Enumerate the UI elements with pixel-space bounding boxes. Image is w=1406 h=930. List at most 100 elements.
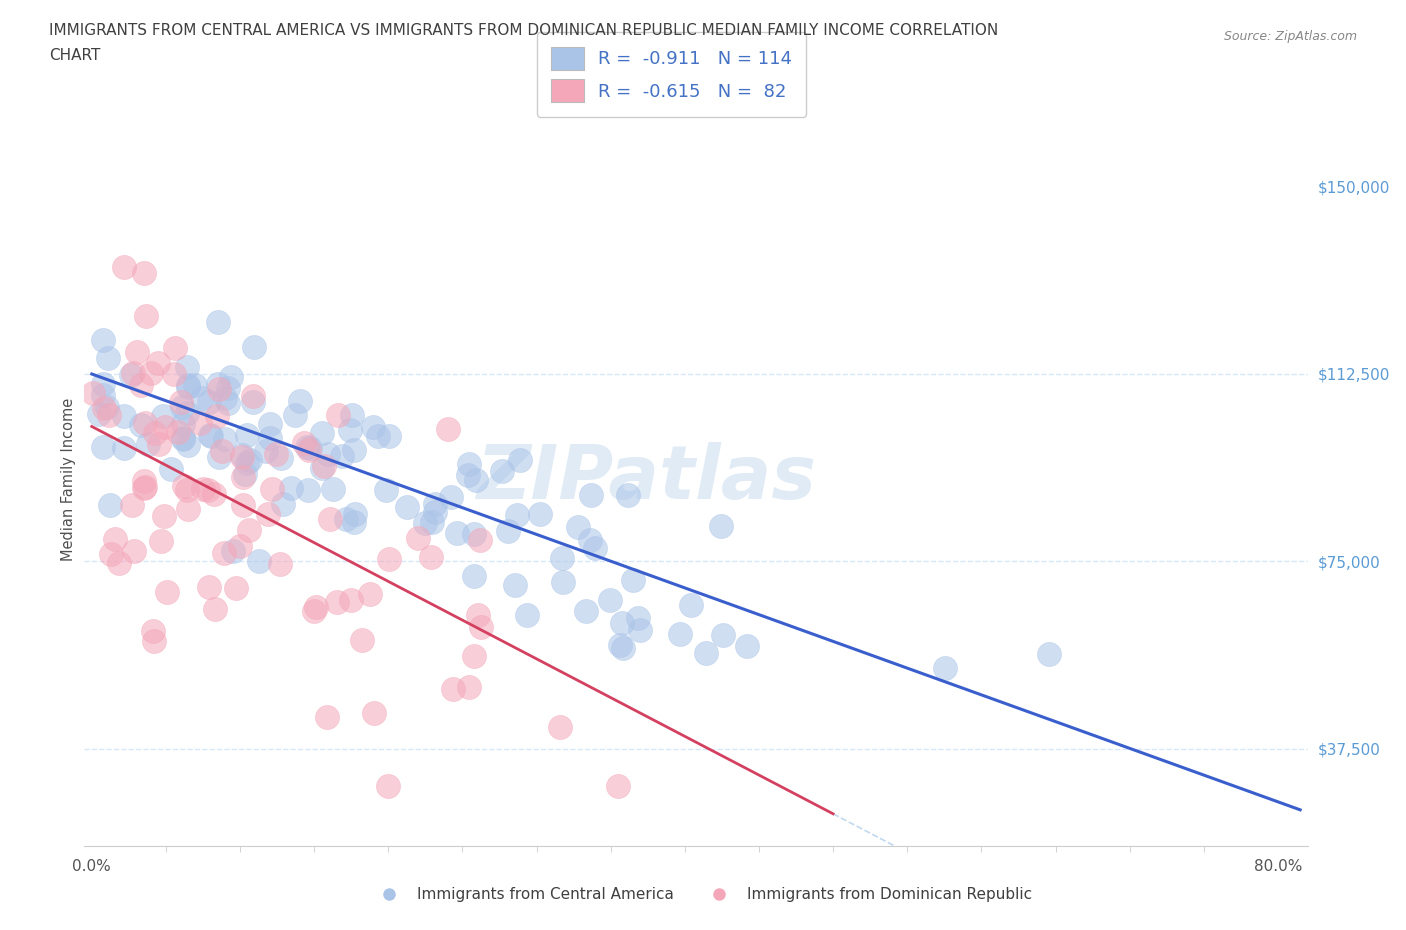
Point <box>621 573 644 588</box>
Point <box>711 628 734 643</box>
Point <box>170 400 193 415</box>
Point <box>91 388 114 403</box>
Point <box>153 419 176 434</box>
Point <box>340 592 363 607</box>
Point <box>264 447 287 462</box>
Point <box>322 482 344 497</box>
Point <box>122 365 145 380</box>
Point <box>260 482 283 497</box>
Point <box>377 551 399 566</box>
Point <box>420 515 443 530</box>
Point <box>177 502 200 517</box>
Point <box>457 468 479 483</box>
Point <box>377 779 399 794</box>
Point <box>238 523 260 538</box>
Point <box>204 602 226 617</box>
Point <box>316 446 339 461</box>
Point <box>457 457 479 472</box>
Point <box>104 532 127 547</box>
Point <box>98 498 121 512</box>
Point <box>239 453 262 468</box>
Point <box>142 624 165 639</box>
Point <box>176 378 198 392</box>
Point <box>298 441 321 456</box>
Point <box>242 339 264 354</box>
Point <box>231 448 253 463</box>
Point <box>188 416 211 431</box>
Point <box>446 525 468 540</box>
Point <box>176 379 198 394</box>
Point <box>173 479 195 494</box>
Point <box>350 632 373 647</box>
Point <box>172 430 194 445</box>
Point <box>669 627 692 642</box>
Point <box>236 455 259 470</box>
Point <box>319 512 342 526</box>
Point <box>193 482 215 497</box>
Point <box>150 534 173 549</box>
Point <box>496 524 519 538</box>
Point <box>108 555 131 570</box>
Point <box>463 648 485 663</box>
Point <box>468 532 491 547</box>
Point <box>550 551 572 565</box>
Point <box>335 512 357 526</box>
Point <box>170 395 193 410</box>
Point <box>197 483 219 498</box>
Point <box>176 405 198 420</box>
Point <box>273 497 295 512</box>
Point <box>229 538 252 553</box>
Point <box>311 425 333 440</box>
Point <box>259 431 281 445</box>
Point <box>200 429 222 444</box>
Point <box>425 505 447 520</box>
Point <box>599 593 621 608</box>
Point <box>242 394 264 409</box>
Point <box>735 638 758 653</box>
Point <box>339 423 361 438</box>
Point <box>254 444 277 458</box>
Point <box>143 426 166 441</box>
Point <box>374 483 396 498</box>
Point <box>156 584 179 599</box>
Point <box>129 418 152 432</box>
Point <box>163 366 186 381</box>
Point <box>503 578 526 592</box>
Point <box>129 378 152 392</box>
Point <box>934 660 956 675</box>
Point <box>292 436 315 451</box>
Point <box>221 369 243 384</box>
Point <box>529 507 551 522</box>
Point <box>211 444 233 458</box>
Point <box>256 507 278 522</box>
Point <box>343 443 366 458</box>
Point <box>270 450 292 465</box>
Point <box>413 516 436 531</box>
Point <box>236 428 259 443</box>
Point <box>406 530 429 545</box>
Point <box>98 407 121 422</box>
Point <box>284 407 307 422</box>
Point <box>612 641 634 656</box>
Point <box>207 381 229 396</box>
Point <box>607 779 630 794</box>
Point <box>120 367 142 382</box>
Point <box>122 544 145 559</box>
Point <box>344 506 367 521</box>
Point <box>311 460 333 475</box>
Point <box>152 408 174 423</box>
Point <box>198 579 221 594</box>
Point <box>297 440 319 455</box>
Point <box>548 720 571 735</box>
Point <box>269 556 291 571</box>
Point <box>172 432 194 446</box>
Point <box>232 470 254 485</box>
Point <box>97 351 120 365</box>
Point <box>361 419 384 434</box>
Point <box>132 481 155 496</box>
Point <box>198 427 221 442</box>
Point <box>470 620 492 635</box>
Point <box>710 518 733 533</box>
Point <box>163 340 186 355</box>
Point <box>363 705 385 720</box>
